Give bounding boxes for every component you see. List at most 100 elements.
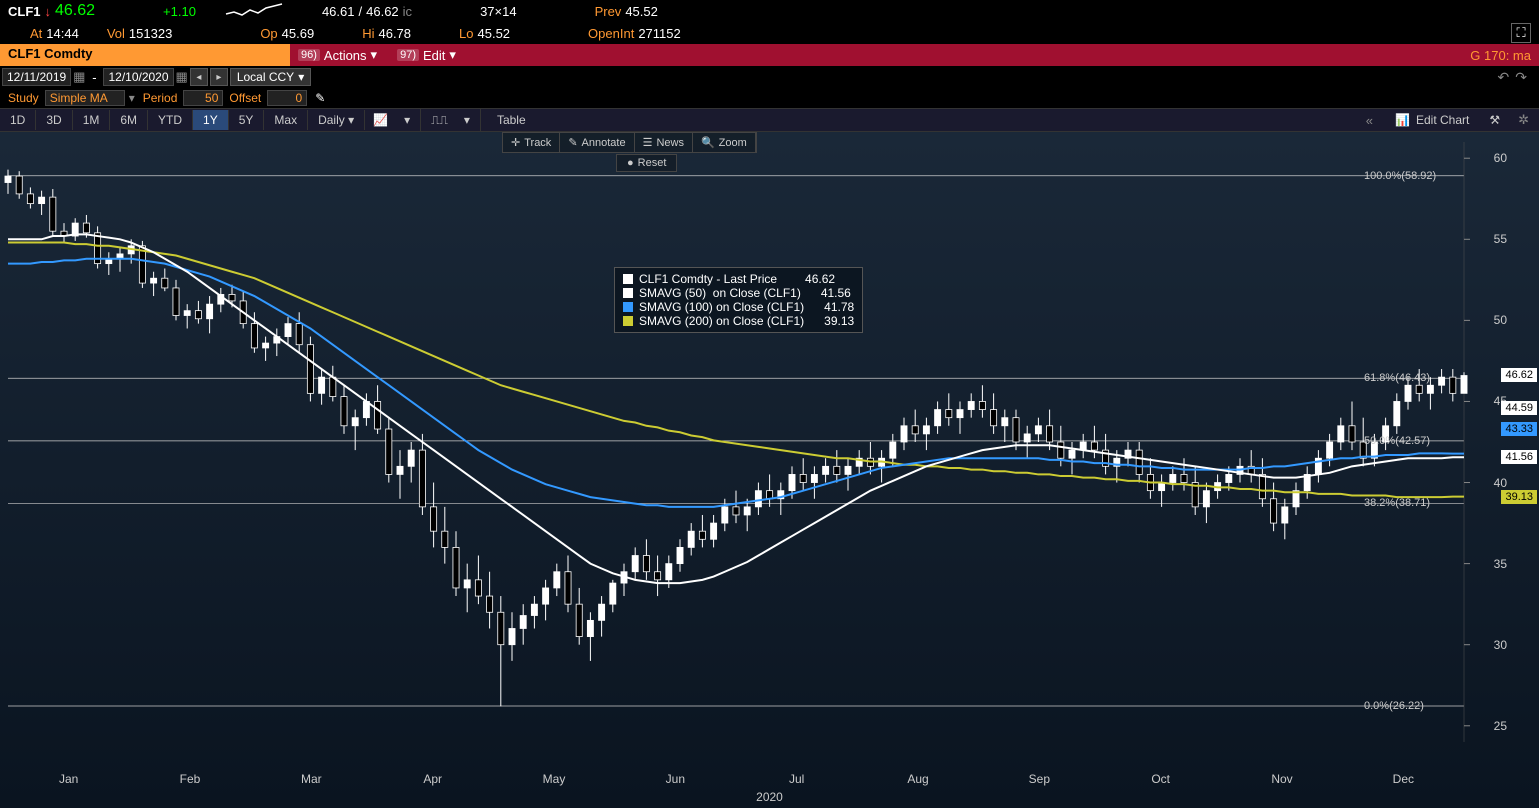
date-from-input[interactable]: 12/11/2019 <box>2 68 71 86</box>
chart-type-chevron[interactable]: ▾ <box>396 110 418 130</box>
y-tick: 55 <box>1494 232 1507 246</box>
x-tick: Mar <box>301 772 322 786</box>
range-1d-button[interactable]: 1D <box>0 110 36 130</box>
at-label: At <box>30 26 42 41</box>
x-tick: Jun <box>666 772 685 786</box>
quote-row-1: CLF1 ↓ 46.62 +1.10 46.61 / 46.62 ic 37×1… <box>0 0 1539 22</box>
chart-type-icon[interactable]: 📈 <box>365 110 396 130</box>
legend-swatch <box>623 274 633 284</box>
zoom-icon: 🔍 <box>701 136 715 149</box>
track-button[interactable]: ✛Track <box>503 133 560 152</box>
vol-label: Vol <box>107 26 125 41</box>
offset-label: Offset <box>225 91 265 105</box>
calendar-icon[interactable]: ▦ <box>176 69 188 85</box>
redo-button[interactable]: ↷ <box>1515 69 1527 86</box>
zoom-button[interactable]: 🔍Zoom <box>693 133 756 152</box>
y-tick: 50 <box>1494 313 1507 327</box>
tool-icon[interactable]: ⚒ <box>1481 110 1508 130</box>
expand-icon[interactable]: ⛶ <box>1511 23 1531 43</box>
op-val: 45.69 <box>282 26 315 41</box>
range-3d-button[interactable]: 3D <box>36 110 72 130</box>
crosshair-icon: ✛ <box>511 136 520 149</box>
chevron-down-icon: ▾ <box>371 47 378 63</box>
reset-button[interactable]: ● Reset <box>616 154 677 172</box>
news-button[interactable]: ☰News <box>635 133 693 152</box>
undo-button[interactable]: ↶ <box>1498 69 1510 86</box>
y-tick: 30 <box>1494 638 1507 652</box>
lo-val: 45.52 <box>478 26 511 41</box>
x-tick: Apr <box>423 772 442 786</box>
candle-icon[interactable]: ⎍⎍ <box>423 110 456 131</box>
range-6m-button[interactable]: 6M <box>110 110 148 130</box>
actions-menu[interactable]: 96) Actions ▾ <box>298 47 377 63</box>
x-tick: Feb <box>180 772 201 786</box>
sparkline-icon <box>224 2 284 20</box>
range-5y-button[interactable]: 5Y <box>229 110 265 130</box>
table-button[interactable]: Table <box>483 110 540 130</box>
range-1m-button[interactable]: 1M <box>73 110 111 130</box>
chart-icon: 📊 <box>1395 113 1410 127</box>
prev-label: Prev <box>595 4 622 19</box>
range-ytd-button[interactable]: YTD <box>148 110 193 130</box>
command-input[interactable]: CLF1 Comdty <box>0 44 290 66</box>
legend-swatch <box>623 302 633 312</box>
chevron-down-icon: ▾ <box>298 70 304 84</box>
y-tick: 35 <box>1494 557 1507 571</box>
legend-row: SMAVG (100) on Close (CLF1)41.78 <box>623 300 854 314</box>
currency-select[interactable]: Local CCY ▾ <box>230 68 311 86</box>
study-select[interactable]: Simple MA <box>45 90 125 106</box>
range-max-button[interactable]: Max <box>264 110 308 130</box>
y-tick: 60 <box>1494 151 1507 165</box>
chart-legend[interactable]: CLF1 Comdty - Last Price46.62 SMAVG (50)… <box>614 267 863 333</box>
date-sep: - <box>87 70 101 85</box>
annotate-button[interactable]: ✎Annotate <box>560 133 634 152</box>
price-tag: 39.13 <box>1501 490 1537 504</box>
date-next-button[interactable]: ▸ <box>210 68 228 86</box>
x-tick: Jan <box>59 772 78 786</box>
fib-label: 100.0%(58.92) <box>1364 170 1436 182</box>
fib-label: 61.8%(46.43) <box>1364 372 1430 384</box>
vol-val: 151323 <box>129 26 172 41</box>
y-tick: 40 <box>1494 476 1507 490</box>
pencil-icon: ✎ <box>568 136 577 149</box>
edit-menu[interactable]: 97) Edit ▾ <box>397 47 456 63</box>
legend-swatch <box>623 288 633 298</box>
edit-chart-button[interactable]: 📊 Edit Chart <box>1383 110 1481 130</box>
period-input[interactable]: 50 <box>183 90 223 106</box>
bid-price: 46.61 <box>322 4 355 19</box>
candle-chevron[interactable]: ▾ <box>456 110 478 130</box>
pencil-icon[interactable]: ✎ <box>309 91 331 105</box>
range-toolbar: 1D3D1M6MYTD1Y5YMax Daily ▾ 📈 ▾ ⎍⎍ ▾ Tabl… <box>0 108 1539 132</box>
study-label: Study <box>4 91 43 105</box>
date-bar: 12/11/2019 ▦ - 12/10/2020 ▦ ◂ ▸ Local CC… <box>0 66 1539 88</box>
chart-area[interactable]: ✛Track ✎Annotate ☰News 🔍Zoom ● Reset CLF… <box>0 132 1539 808</box>
x-tick: Oct <box>1151 772 1170 786</box>
undo-redo: ↶ ↷ <box>1498 69 1537 86</box>
y-tick: 25 <box>1494 719 1507 733</box>
chevron-down-icon: ▾ <box>449 47 456 63</box>
range-1y-button[interactable]: 1Y <box>193 110 229 130</box>
collapse-icon[interactable]: « <box>1356 113 1383 128</box>
x-tick: Dec <box>1393 772 1414 786</box>
reset-icon: ● <box>627 157 634 169</box>
date-to-input[interactable]: 12/10/2020 <box>103 68 173 86</box>
oi-label: OpenInt <box>588 26 634 41</box>
prev-price: 45.52 <box>625 4 658 19</box>
period-label: Period <box>139 91 182 105</box>
calendar-icon[interactable]: ▦ <box>73 69 85 85</box>
interval-select[interactable]: Daily ▾ <box>308 110 365 130</box>
price-tag: 44.59 <box>1501 401 1537 415</box>
x-tick: May <box>543 772 566 786</box>
fib-label: 38.2%(38.71) <box>1364 497 1430 509</box>
date-prev-button[interactable]: ◂ <box>190 68 208 86</box>
bid-ask-suffix: ic <box>403 4 412 19</box>
page-code: G 170: ma <box>1470 48 1531 63</box>
last-price: 46.62 <box>55 2 95 20</box>
offset-input[interactable]: 0 <box>267 90 307 106</box>
price-change: +1.10 <box>163 4 196 19</box>
arrow-down-icon: ↓ <box>45 4 52 19</box>
gear-icon[interactable]: ✲ <box>1508 109 1539 131</box>
ticker-symbol: CLF1 <box>8 4 41 19</box>
command-actions: 96) Actions ▾ 97) Edit ▾ G 170: ma <box>290 44 1539 66</box>
fib-label: 50.0%(42.57) <box>1364 435 1430 447</box>
